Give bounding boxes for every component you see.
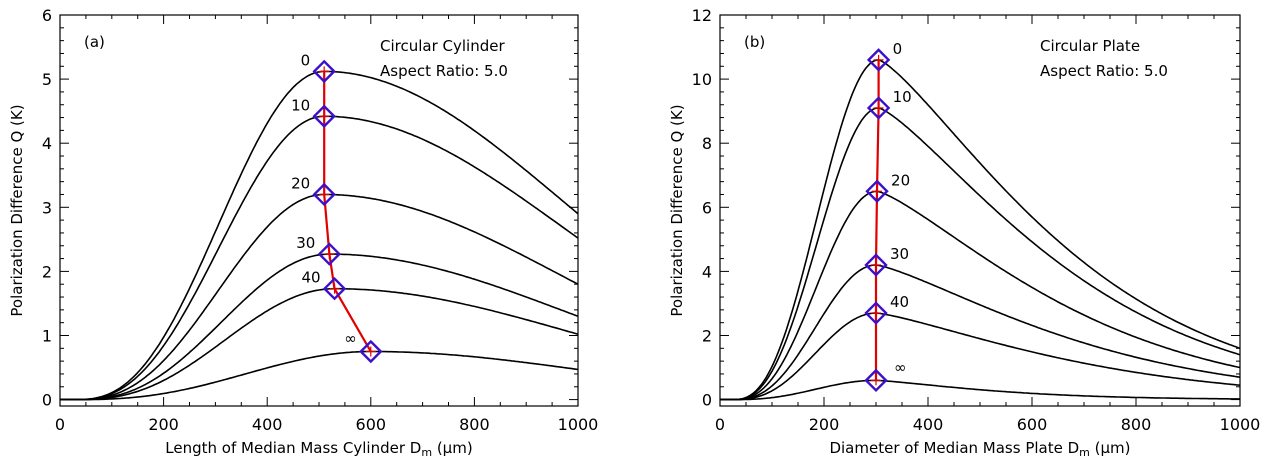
- x-tick-label: 0: [55, 415, 65, 434]
- x-tick-label: 400: [252, 415, 283, 434]
- y-tick-label: 1: [42, 326, 52, 345]
- y-tick-label: 12: [692, 6, 712, 25]
- series-line: [720, 107, 1240, 401]
- peak-marker: [864, 253, 888, 277]
- peak-marker: [312, 104, 336, 128]
- peak-connector-line: [323, 71, 372, 353]
- x-axis-title-main: Diameter of Median Mass Plate D: [829, 439, 1079, 457]
- series-label: 0: [301, 51, 311, 69]
- annotation-line: Circular Plate: [1040, 37, 1140, 55]
- peak-marker: [866, 96, 891, 120]
- peak-marker: [864, 301, 888, 325]
- x-axis-title: Length of Median Mass Cylinder Dm (μm): [165, 439, 472, 459]
- peak-marker: [322, 277, 347, 301]
- series-label: 10: [291, 96, 310, 114]
- x-tick-label: 1000: [558, 415, 599, 434]
- peak-marker: [866, 48, 891, 72]
- x-axis-title-subscript: m: [421, 446, 432, 459]
- peak-marker: [359, 339, 383, 364]
- y-tick-label: 2: [702, 326, 712, 345]
- series-label: 0: [893, 40, 903, 58]
- x-tick-label: 600: [356, 415, 387, 434]
- y-tick-label: 8: [702, 134, 712, 153]
- series-line: [60, 70, 578, 401]
- series-line: [720, 264, 1240, 401]
- y-tick-label: 6: [42, 6, 52, 25]
- series-label: 20: [891, 171, 910, 189]
- x-tick-label: 200: [809, 415, 840, 434]
- series-line: [720, 59, 1240, 401]
- y-tick-label: 2: [42, 262, 52, 281]
- peak-marker: [864, 368, 888, 393]
- series-label: 40: [890, 293, 909, 311]
- series-line: [60, 287, 578, 401]
- y-axis-title: Polarization Difference Q (K): [668, 104, 686, 316]
- x-axis-title: Diameter of Median Mass Plate Dm (μm): [829, 439, 1130, 459]
- y-tick-label: 0: [42, 391, 52, 410]
- peak-marker: [865, 179, 889, 203]
- y-tick-label: 5: [42, 70, 52, 89]
- series-line: [720, 190, 1240, 401]
- series-label: 40: [301, 269, 320, 287]
- x-axis-title-main: Length of Median Mass Cylinder D: [165, 439, 421, 457]
- x-tick-label: 200: [148, 415, 179, 434]
- peak-marker: [312, 182, 336, 207]
- panel-label: (a): [84, 33, 105, 51]
- series-label: ∞: [894, 358, 907, 376]
- series-label: 20: [291, 174, 310, 192]
- y-tick-label: 0: [702, 391, 712, 410]
- x-tick-label: 800: [459, 415, 490, 434]
- x-tick-label: 600: [1017, 415, 1048, 434]
- x-axis-title-unit: (μm): [1090, 439, 1131, 457]
- peak-marker: [317, 242, 342, 266]
- y-tick-label: 10: [692, 70, 712, 89]
- series-line: [60, 350, 578, 401]
- series-label: 30: [890, 245, 909, 263]
- series-label: 30: [296, 234, 315, 252]
- series-line: [720, 312, 1240, 401]
- series-line: [720, 379, 1240, 401]
- panel-label: (b): [744, 33, 765, 51]
- x-tick-label: 0: [715, 415, 725, 434]
- x-tick-label: 1000: [1220, 415, 1261, 434]
- annotation-line: Aspect Ratio: 5.0: [1040, 62, 1168, 80]
- series-label: 10: [893, 88, 912, 106]
- annotation-line: Aspect Ratio: 5.0: [380, 62, 508, 80]
- series-label: ∞: [344, 330, 357, 348]
- y-tick-label: 4: [702, 262, 712, 281]
- x-tick-label: 400: [913, 415, 944, 434]
- x-axis-title-unit: (μm): [432, 439, 473, 457]
- x-tick-label: 800: [1121, 415, 1152, 434]
- y-tick-label: 6: [702, 198, 712, 217]
- curves: [720, 59, 1240, 401]
- y-axis-title: Polarization Difference Q (K): [8, 104, 26, 316]
- peak-marker: [312, 59, 336, 84]
- y-tick-label: 4: [42, 134, 52, 153]
- series-line: [60, 115, 578, 401]
- series-line: [60, 193, 578, 401]
- x-axis-title-subscript: m: [1079, 446, 1090, 459]
- annotation-line: Circular Cylinder: [380, 37, 505, 55]
- y-tick-label: 3: [42, 198, 52, 217]
